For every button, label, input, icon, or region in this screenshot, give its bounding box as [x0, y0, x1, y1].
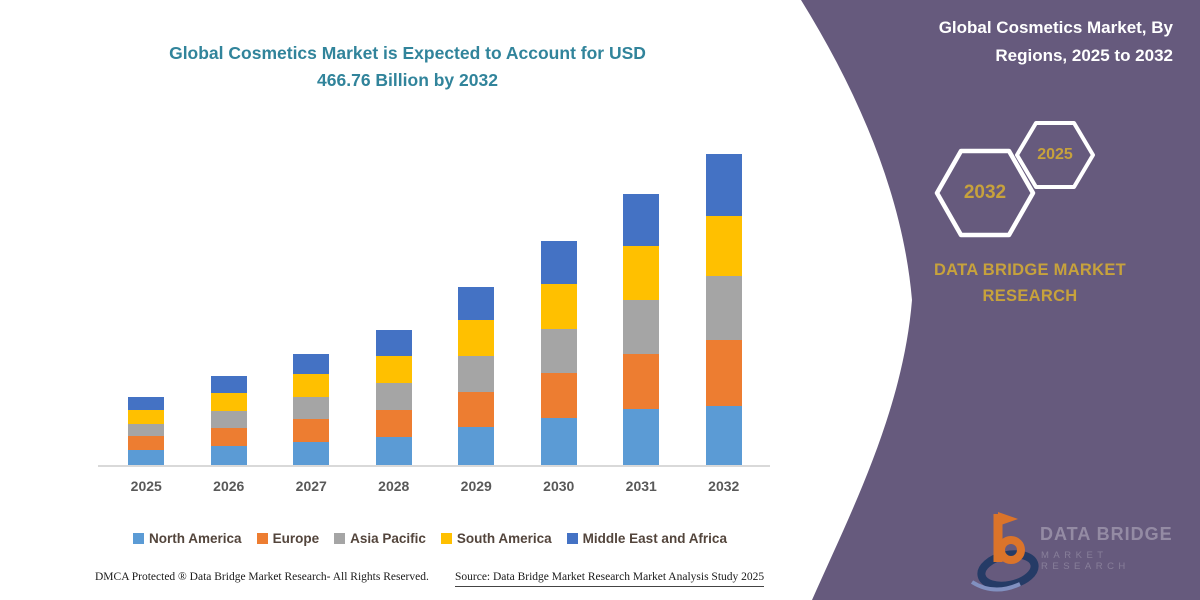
bar-segment-2031-middle-east-and-africa [623, 194, 660, 247]
legend-label-north-america: North America [149, 531, 242, 546]
chart-title-line2: 466.76 Billion by 2032 [317, 70, 498, 91]
bar-segment-2026-north-america [210, 446, 247, 465]
legend-label-europe: Europe [272, 531, 320, 546]
legend-item-south-america: South America [440, 531, 552, 546]
x-axis-label-2031: 2031 [625, 478, 657, 494]
bar-2029 [458, 286, 495, 465]
bar-segment-2031-europe [623, 353, 660, 409]
bar-2032 [705, 153, 742, 465]
legend-item-asia-pacific: Asia Pacific [334, 531, 426, 546]
bar-segment-2028-asia-pacific [375, 383, 412, 410]
bar-2026 [210, 376, 247, 465]
hexagon-small-label: 2025 [1037, 146, 1073, 163]
x-axis-label-2025: 2025 [130, 478, 162, 494]
bar-chart-plot-area [105, 140, 765, 465]
bar-segment-2032-europe [705, 339, 742, 406]
x-axis-label-2029: 2029 [460, 478, 492, 494]
bar-segment-2029-europe [458, 392, 495, 427]
bar-segment-2029-south-america [458, 319, 495, 356]
legend-swatch-europe [256, 533, 268, 544]
logo-wordmark-line2: MARKET RESEARCH [1041, 550, 1130, 572]
bar-segment-2030-middle-east-and-africa [540, 241, 577, 284]
bar-segment-2031-north-america [623, 409, 660, 465]
bar-segment-2032-south-america [705, 216, 742, 277]
legend-swatch-middle-east-and-africa [566, 533, 578, 544]
bar-segment-2028-north-america [375, 437, 412, 465]
bar-segment-2025-asia-pacific [128, 423, 165, 437]
bar-segment-2030-asia-pacific [540, 328, 577, 374]
logo-wordmark-line1: DATA BRIDGE [1040, 524, 1173, 544]
legend-swatch-south-america [440, 533, 452, 544]
banner-heading: Global Cosmetics Market, By Regions, 202… [938, 18, 1173, 66]
dmca-notice: DMCA Protected ® Data Bridge Market Rese… [95, 571, 429, 583]
hexagon-small [1015, 121, 1095, 189]
bar-segment-2029-asia-pacific [458, 355, 495, 393]
brand-name: DATA BRIDGE MARKET RESEARCH [933, 261, 1127, 305]
x-axis-label-2027: 2027 [295, 478, 327, 494]
legend-label-middle-east-and-africa: Middle East and Africa [582, 531, 727, 546]
chart-title: Global Cosmetics Market is Expected to A… [135, 40, 680, 94]
bar-segment-2025-north-america [128, 450, 165, 465]
x-axis-label-2032: 2032 [708, 478, 740, 494]
databridge-logo-icon [970, 512, 1039, 592]
x-axis-label-2026: 2026 [213, 478, 245, 494]
bar-2027 [293, 353, 330, 465]
bar-segment-2030-north-america [540, 418, 577, 465]
legend-item-europe: Europe [256, 531, 320, 546]
x-axis-labels: 2025 2026 2027 2028 2029 2030 2031 2032 [105, 478, 765, 494]
bar-segment-2032-north-america [705, 405, 742, 465]
chart-legend: North America Europe Asia Pacific South Ame… [80, 531, 780, 546]
chart-title-line1: Global Cosmetics Market is Expected to A… [169, 43, 646, 63]
hexagon-large-label: 2032 [963, 182, 1007, 203]
bar-segment-2026-asia-pacific [210, 411, 247, 429]
bar-2031 [623, 194, 660, 465]
legend-item-middle-east-and-africa: Middle East and Africa [566, 531, 727, 546]
bar-2030 [540, 241, 577, 465]
legend-label-south-america: South America [456, 531, 552, 546]
bar-segment-2030-south-america [540, 283, 577, 329]
source-note: Source: Data Bridge Market Research Mark… [455, 571, 765, 587]
bar-segment-2025-middle-east-and-africa [128, 396, 165, 410]
bar-segment-2028-middle-east-and-africa [375, 330, 412, 356]
bar-segment-2032-middle-east-and-africa [705, 153, 742, 217]
legend-label-asia-pacific: Asia Pacific [350, 531, 426, 546]
hexagon-large [934, 148, 1036, 238]
bar-segment-2029-north-america [458, 427, 495, 465]
bar-segment-2030-europe [540, 373, 577, 419]
bar-segment-2025-europe [128, 436, 165, 451]
bar-segment-2027-south-america [293, 374, 330, 398]
legend-swatch-north-america [133, 533, 145, 544]
bar-2025 [128, 396, 165, 465]
x-axis-label-2028: 2028 [378, 478, 410, 494]
bar-2028 [375, 330, 412, 465]
banner-shape [801, 0, 1200, 600]
legend-swatch-asia-pacific [334, 533, 346, 544]
bar-segment-2028-europe [375, 409, 412, 437]
bar-segment-2027-north-america [293, 441, 330, 465]
bar-segment-2027-middle-east-and-africa [293, 353, 330, 375]
bar-segment-2031-south-america [623, 246, 660, 300]
bar-segment-2026-middle-east-and-africa [210, 376, 247, 394]
x-axis-label-2030: 2030 [543, 478, 575, 494]
bar-segment-2027-europe [293, 419, 330, 442]
bar-segment-2026-europe [210, 428, 247, 447]
bar-segment-2029-middle-east-and-africa [458, 286, 495, 320]
bar-segment-2032-asia-pacific [705, 276, 742, 340]
legend-item-north-america: North America [133, 531, 242, 546]
bar-segment-2031-asia-pacific [623, 299, 660, 354]
bar-segment-2028-south-america [375, 355, 412, 384]
x-axis-line [98, 465, 770, 467]
bar-segment-2026-south-america [210, 393, 247, 412]
bar-segment-2027-asia-pacific [293, 397, 330, 420]
bar-segment-2025-south-america [128, 409, 165, 424]
